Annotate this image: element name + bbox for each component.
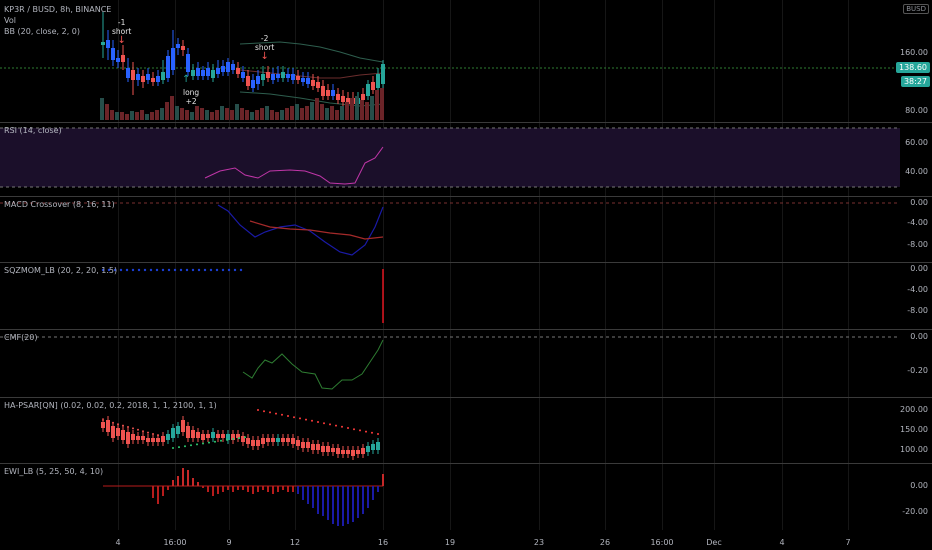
timer-tag: 38:27 xyxy=(900,76,930,87)
macd-axis[interactable]: 0.00 -4.00 -8.00 xyxy=(900,197,932,261)
sqz-pane[interactable]: SQZMOM_LB (20, 2, 20, 1.5) xyxy=(0,263,900,328)
pane-divider[interactable] xyxy=(0,122,932,123)
y-tick: 160.00 xyxy=(900,48,928,57)
arrow-down-icon: ↓ xyxy=(117,35,126,46)
y-tick: -8.00 xyxy=(907,240,928,249)
rsi-chart xyxy=(0,127,900,188)
macd-pane[interactable]: MACD Crossover (8, 16, 11) xyxy=(0,197,900,261)
x-tick: 16:00 xyxy=(650,538,674,547)
price-tag: 138.60 xyxy=(896,62,930,73)
cmf-chart xyxy=(0,336,900,390)
x-tick: 16:00 xyxy=(163,538,187,547)
grid-line xyxy=(229,0,230,530)
pane-divider[interactable] xyxy=(0,463,932,464)
price-chart xyxy=(0,12,900,120)
y-tick: -4.00 xyxy=(907,218,928,227)
x-tick: 23 xyxy=(533,538,545,547)
x-tick: 9 xyxy=(226,538,232,547)
y-tick: -20.00 xyxy=(902,507,928,516)
rsi-axis[interactable]: 60.00 40.00 xyxy=(900,123,932,195)
x-tick: 12 xyxy=(289,538,301,547)
symbol-title[interactable]: KP3R / BUSD, 8h, BINANCE xyxy=(4,5,112,14)
y-tick: 0.00 xyxy=(910,264,928,273)
x-tick: 4 xyxy=(779,538,785,547)
ewi-label[interactable]: EWI_LB (5, 25, 50, 4, 10) xyxy=(4,467,104,476)
ewi-pane[interactable]: EWI_LB (5, 25, 50, 4, 10) xyxy=(0,464,900,532)
grid-line xyxy=(450,0,451,530)
y-tick: 0.00 xyxy=(910,198,928,207)
x-tick: Dec xyxy=(706,538,722,547)
x-tick: 26 xyxy=(599,538,611,547)
macd-chart xyxy=(0,202,900,256)
macd-label[interactable]: MACD Crossover (8, 16, 11) xyxy=(4,200,115,209)
y-tick: -8.00 xyxy=(907,306,928,315)
x-tick: 4 xyxy=(115,538,121,547)
grid-line xyxy=(782,0,783,530)
grid-line xyxy=(295,0,296,530)
bb-label[interactable]: BB (20, close, 2, 0) xyxy=(4,27,80,36)
volume-label[interactable]: Vol xyxy=(4,16,16,25)
sqz-axis[interactable]: 0.00 -4.00 -8.00 xyxy=(900,263,932,328)
arrow-down-icon: ↓ xyxy=(260,51,269,62)
cmf-label[interactable]: CMF(20) xyxy=(4,333,38,342)
price-axis[interactable]: BUSD 160.00 80.00 138.60 38:27 xyxy=(896,0,932,122)
psar-chart xyxy=(101,409,380,460)
y-tick: 200.00 xyxy=(900,405,928,414)
pane-divider[interactable] xyxy=(0,397,932,398)
sqz-label[interactable]: SQZMOM_LB (20, 2, 20, 1.5) xyxy=(4,266,118,275)
arrow-up-icon: ↑ xyxy=(182,74,191,85)
y-tick: 60.00 xyxy=(905,138,928,147)
grid-line xyxy=(175,0,176,530)
ewi-axis[interactable]: 0.00 -20.00 xyxy=(900,464,932,532)
y-tick: 0.00 xyxy=(910,481,928,490)
y-tick: -0.20 xyxy=(907,366,928,375)
psar-label[interactable]: HA-PSAR[QN] (0.02, 0.02, 0.2, 2018, 1, 1… xyxy=(4,401,217,410)
grid-line xyxy=(539,0,540,530)
sqz-chart xyxy=(101,268,384,323)
y-tick: -4.00 xyxy=(907,285,928,294)
x-tick: 7 xyxy=(845,538,851,547)
rsi-pane[interactable]: RSI (14, close) xyxy=(0,123,900,195)
signal-text: -2 short xyxy=(255,34,275,52)
cmf-pane[interactable]: CMF(20) xyxy=(0,330,900,396)
grid-line xyxy=(383,0,384,530)
ewi-chart xyxy=(103,468,384,526)
currency-chip[interactable]: BUSD xyxy=(903,4,929,14)
y-tick: 80.00 xyxy=(905,106,928,115)
signal-short-1: -1 short ↓ xyxy=(112,18,132,46)
signal-short-2: -2 short ↓ xyxy=(255,34,275,62)
grid-line xyxy=(605,0,606,530)
x-tick: 19 xyxy=(444,538,456,547)
grid-line xyxy=(662,0,663,530)
y-tick: 0.00 xyxy=(910,332,928,341)
grid-line xyxy=(848,0,849,530)
pane-divider[interactable] xyxy=(0,196,932,197)
rsi-label[interactable]: RSI (14, close) xyxy=(4,126,62,135)
psar-pane[interactable]: HA-PSAR[QN] (0.02, 0.02, 0.2, 2018, 1, 1… xyxy=(0,398,900,462)
x-tick: 16 xyxy=(377,538,389,547)
y-tick: 150.00 xyxy=(900,425,928,434)
price-legend: KP3R / BUSD, 8h, BINANCE Vol BB (20, clo… xyxy=(4,4,111,37)
pane-divider[interactable] xyxy=(0,329,932,330)
psar-axis[interactable]: 200.00 150.00 100.00 xyxy=(900,398,932,462)
signal-text: -1 short xyxy=(112,18,132,36)
signal-long: ↑ long +2 xyxy=(182,74,200,107)
pane-divider[interactable] xyxy=(0,262,932,263)
y-tick: 40.00 xyxy=(905,167,928,176)
grid-line xyxy=(714,0,715,530)
y-tick: 100.00 xyxy=(900,445,928,454)
cmf-axis[interactable]: 0.00 -0.20 xyxy=(900,330,932,396)
signal-text: long +2 xyxy=(183,88,200,106)
grid-line xyxy=(118,0,119,530)
price-pane[interactable]: KP3R / BUSD, 8h, BINANCE Vol BB (20, clo… xyxy=(0,0,900,122)
